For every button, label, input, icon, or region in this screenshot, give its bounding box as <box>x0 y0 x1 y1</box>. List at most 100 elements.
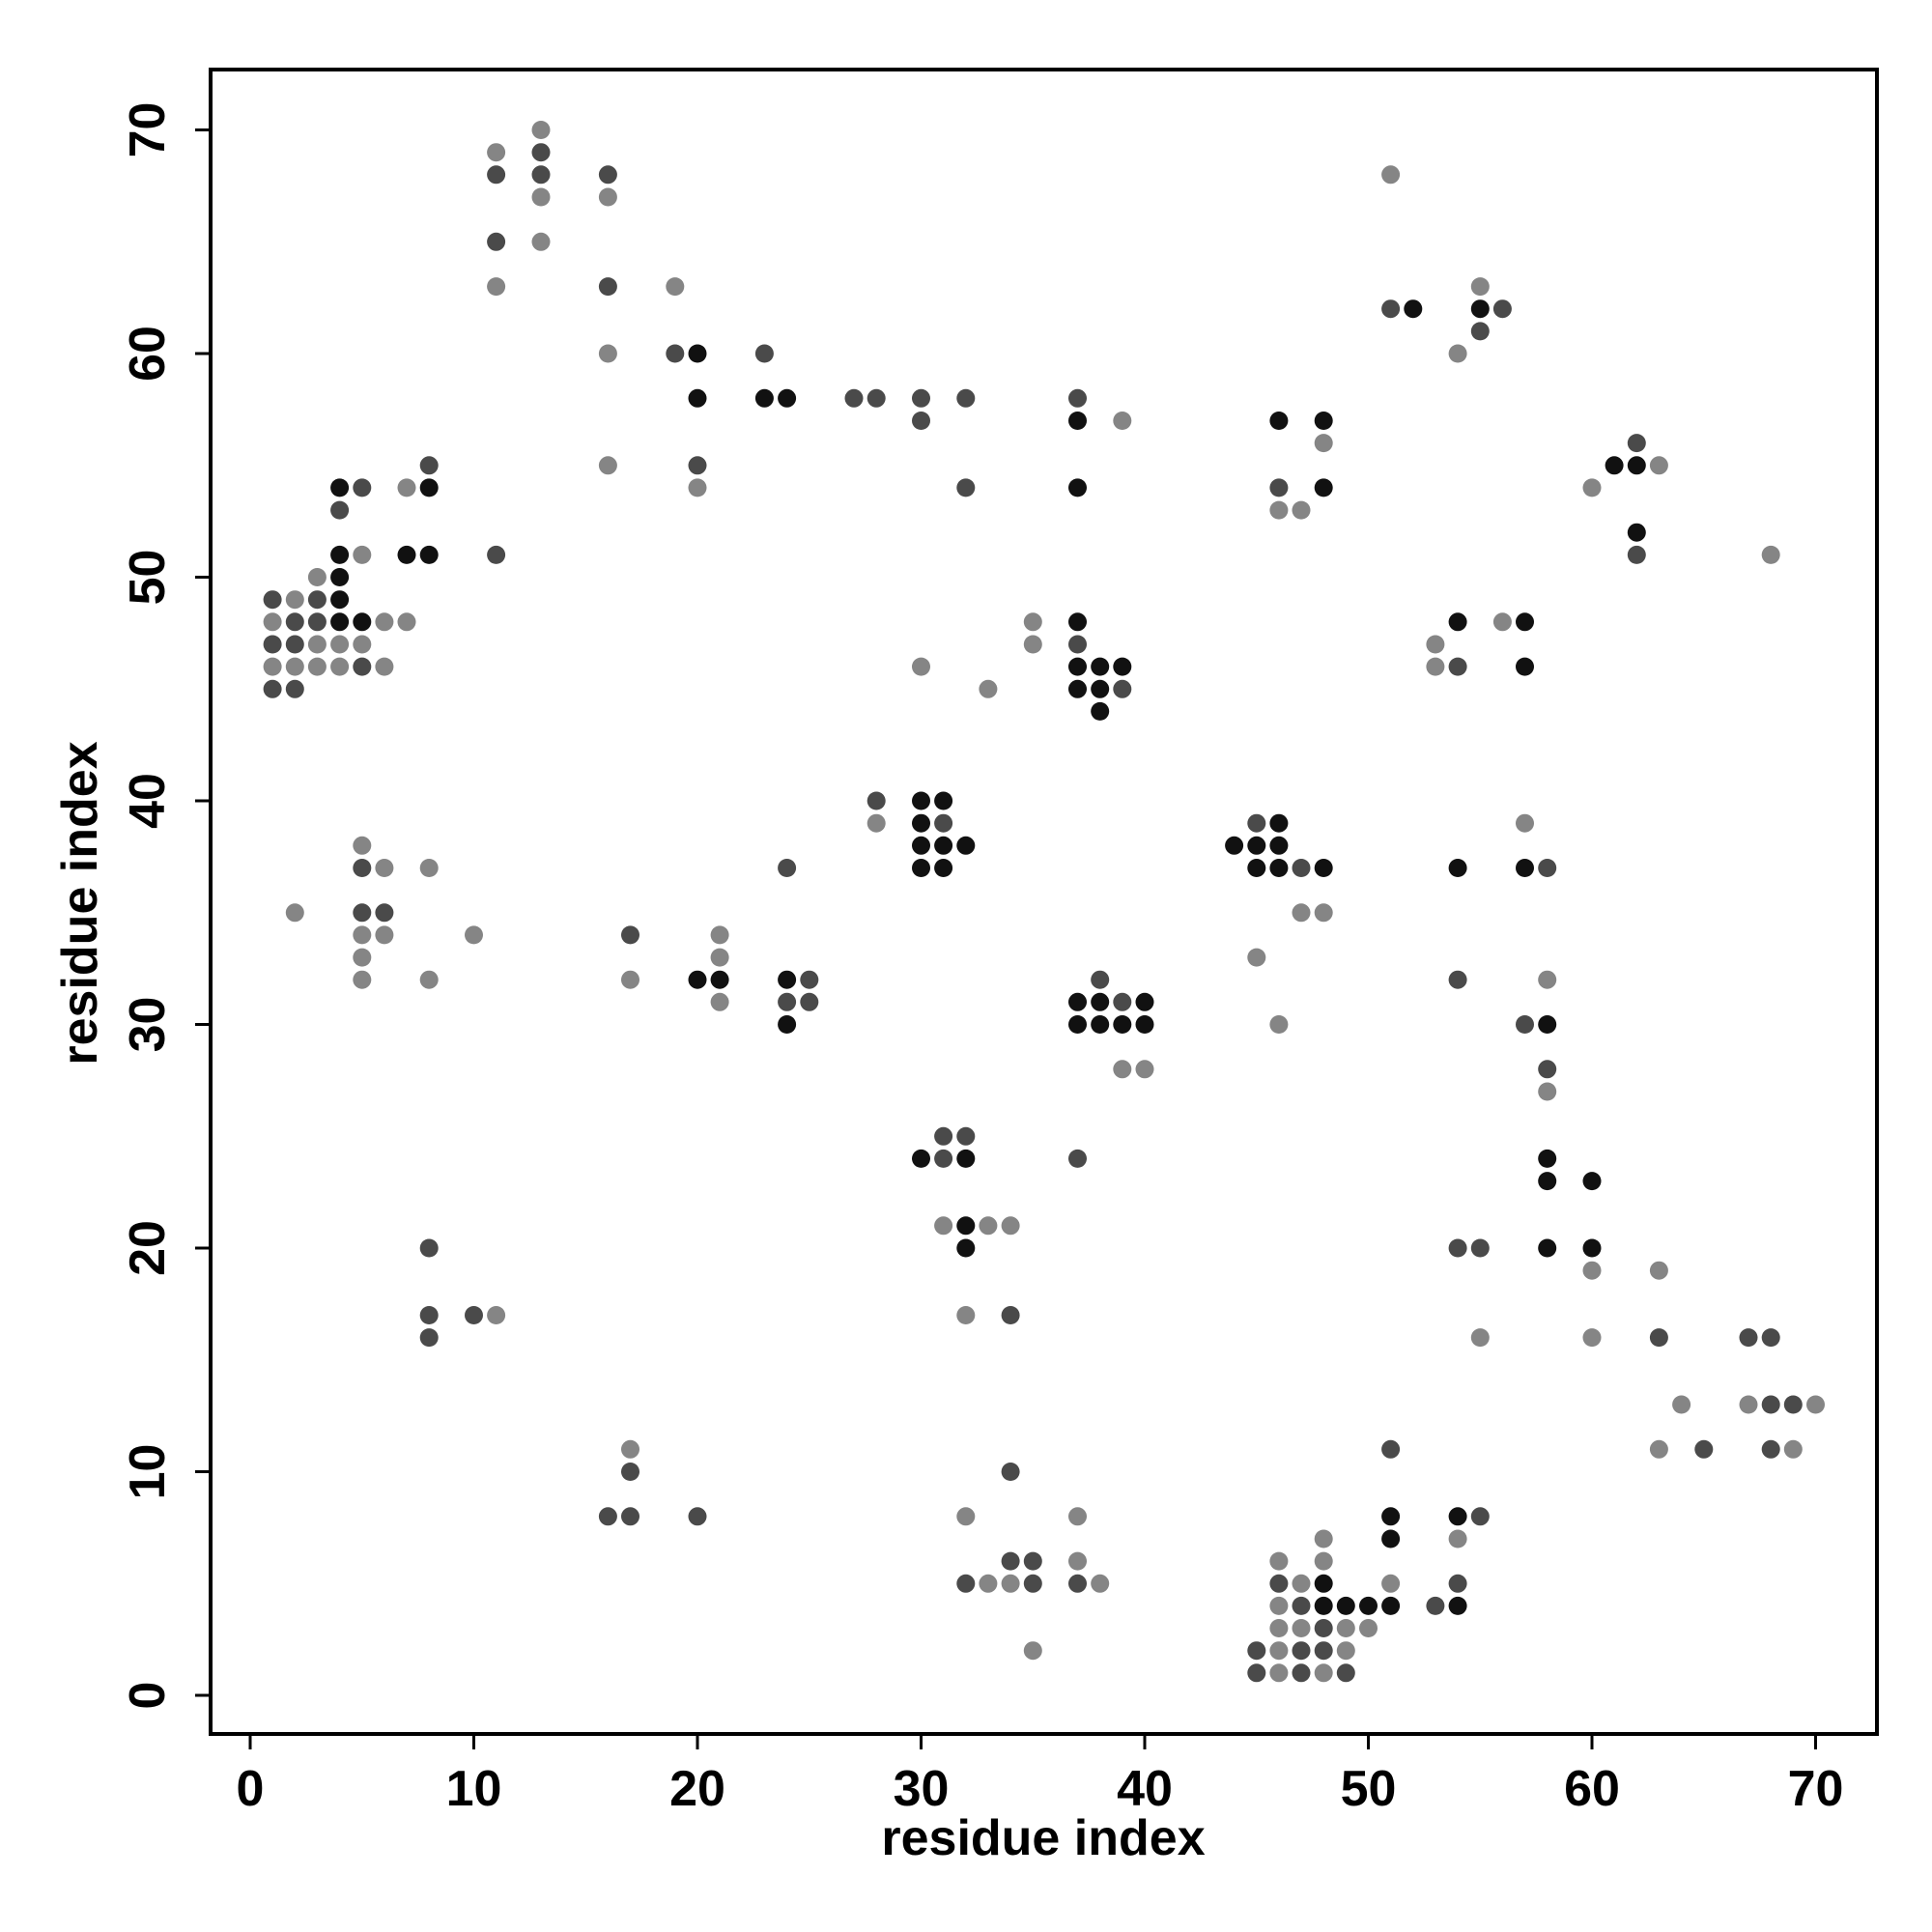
data-point <box>1225 836 1244 855</box>
data-point <box>263 612 282 632</box>
data-point <box>844 388 864 408</box>
data-point <box>1068 1507 1087 1526</box>
data-point <box>1336 1641 1355 1661</box>
data-point <box>1516 612 1534 632</box>
data-point <box>956 1216 976 1236</box>
data-point <box>1336 1663 1355 1683</box>
x-tick-label: 0 <box>237 1761 265 1817</box>
data-point <box>1516 813 1534 833</box>
data-point <box>1314 1663 1333 1683</box>
data-point <box>621 970 639 989</box>
y-tick-label: 10 <box>120 1444 176 1500</box>
data-point <box>754 388 774 408</box>
data-point <box>1269 1015 1289 1034</box>
data-point <box>956 478 976 497</box>
data-point <box>353 545 372 564</box>
data-point <box>1247 1641 1266 1661</box>
data-point <box>1627 434 1646 453</box>
data-point <box>710 992 729 1011</box>
data-point <box>621 1463 639 1481</box>
x-tick-label: 10 <box>446 1761 502 1817</box>
data-point <box>912 813 930 833</box>
data-point <box>1269 859 1289 877</box>
y-axis-title: residue index <box>52 741 108 1065</box>
data-point <box>1068 388 1087 408</box>
data-point <box>867 791 886 810</box>
data-point <box>710 948 729 967</box>
data-point <box>754 344 774 363</box>
data-point <box>1269 478 1289 497</box>
data-point <box>934 813 953 833</box>
data-point <box>1470 1507 1490 1526</box>
data-point <box>688 1507 707 1526</box>
data-point <box>263 657 282 676</box>
data-point <box>1538 1149 1557 1168</box>
data-point <box>285 679 304 698</box>
data-point <box>1783 1439 1803 1459</box>
data-point <box>1448 657 1467 676</box>
data-point <box>710 970 729 989</box>
data-point <box>688 456 707 475</box>
data-point <box>1023 1574 1042 1593</box>
data-point <box>956 1149 976 1168</box>
data-point <box>912 836 930 855</box>
points-layer <box>263 121 1825 1683</box>
data-point <box>1068 612 1087 632</box>
data-point <box>419 859 439 877</box>
data-point <box>1448 1574 1467 1593</box>
data-point <box>531 121 551 139</box>
data-point <box>598 1507 617 1526</box>
data-point <box>353 948 372 967</box>
data-point <box>375 925 394 945</box>
data-point <box>1023 1641 1042 1661</box>
data-point <box>1381 165 1401 185</box>
data-point <box>1470 1238 1490 1258</box>
data-point <box>912 859 930 877</box>
data-point <box>531 187 551 207</box>
data-point <box>1359 1596 1378 1615</box>
data-point <box>353 635 372 654</box>
data-point <box>1023 612 1042 632</box>
x-tick-label: 50 <box>1341 1761 1397 1817</box>
data-point <box>912 388 930 408</box>
data-point <box>934 791 953 810</box>
data-point <box>1091 679 1110 698</box>
data-point <box>1470 322 1490 341</box>
data-point <box>1068 1551 1087 1571</box>
data-point <box>621 925 639 945</box>
data-point <box>934 1216 953 1236</box>
data-point <box>397 545 416 564</box>
data-point <box>598 344 617 363</box>
data-point <box>1582 478 1602 497</box>
data-point <box>956 836 976 855</box>
data-point <box>1448 344 1467 363</box>
data-point <box>487 277 506 297</box>
data-point <box>1381 1507 1401 1526</box>
data-point <box>598 165 617 185</box>
data-point <box>1135 992 1154 1011</box>
data-point <box>867 813 886 833</box>
data-point <box>1314 1551 1333 1571</box>
data-point <box>465 925 483 945</box>
data-point <box>1336 1619 1355 1637</box>
data-point <box>1516 859 1534 877</box>
data-point <box>330 500 350 520</box>
data-point <box>285 590 304 610</box>
data-point <box>375 612 394 632</box>
data-point <box>1113 657 1132 676</box>
data-point <box>375 903 394 923</box>
data-point <box>934 1126 953 1146</box>
data-point <box>1649 1439 1668 1459</box>
data-point <box>1448 1529 1467 1548</box>
data-point <box>1113 412 1132 430</box>
data-point <box>1113 679 1132 698</box>
data-point <box>934 1149 953 1168</box>
data-point <box>285 635 304 654</box>
data-point <box>1001 1574 1020 1593</box>
data-point <box>666 344 685 363</box>
data-point <box>1068 1149 1087 1168</box>
data-point <box>1001 1216 1020 1236</box>
data-point <box>778 388 797 408</box>
data-point <box>1649 1261 1668 1280</box>
data-point <box>912 657 930 676</box>
